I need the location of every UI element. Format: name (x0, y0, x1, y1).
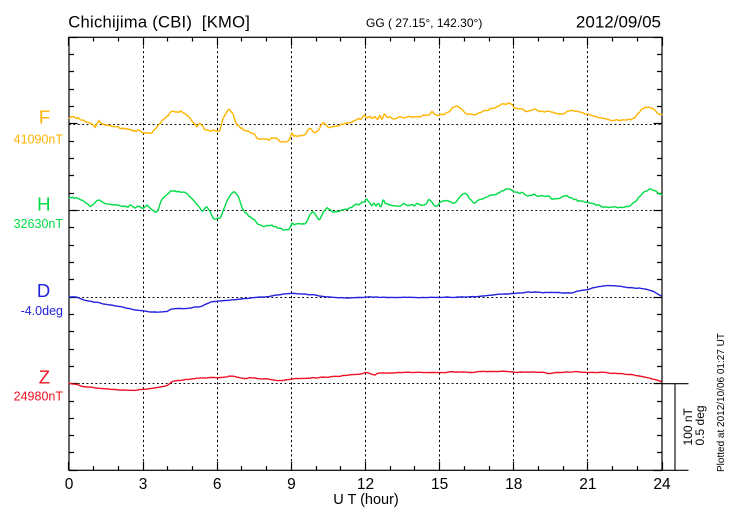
svg-text:2012/09/05: 2012/09/05 (576, 13, 661, 32)
svg-text:6: 6 (213, 476, 222, 493)
svg-text:0.5 deg: 0.5 deg (693, 405, 707, 445)
svg-text:Chichijima (CBI) [KMO]: Chichijima (CBI) [KMO] (68, 13, 250, 32)
svg-text:H: H (37, 193, 50, 214)
svg-text:24: 24 (653, 476, 671, 493)
svg-text:Plotted at 2012/10/06 01:27 UT: Plotted at 2012/10/06 01:27 UT (716, 333, 727, 472)
svg-text:18: 18 (505, 476, 522, 493)
svg-text:9: 9 (287, 476, 296, 493)
svg-text:D: D (37, 280, 50, 301)
svg-text:41090nT: 41090nT (14, 132, 64, 146)
svg-text:12: 12 (357, 476, 374, 493)
svg-text:-4.0deg: -4.0deg (21, 304, 63, 318)
svg-text:32630nT: 32630nT (14, 217, 64, 231)
svg-text:0: 0 (65, 476, 74, 493)
svg-text:100 nT: 100 nT (681, 407, 695, 445)
svg-text:15: 15 (431, 476, 448, 493)
svg-text:24980nT: 24980nT (14, 390, 64, 404)
svg-text:F: F (39, 107, 50, 128)
svg-text:Z: Z (39, 367, 50, 388)
svg-text:3: 3 (139, 476, 148, 493)
svg-text:GG ( 27.15°, 142.30°): GG ( 27.15°, 142.30°) (366, 16, 482, 30)
svg-text:21: 21 (579, 476, 596, 493)
svg-text:U T (hour): U T (hour) (333, 492, 399, 508)
